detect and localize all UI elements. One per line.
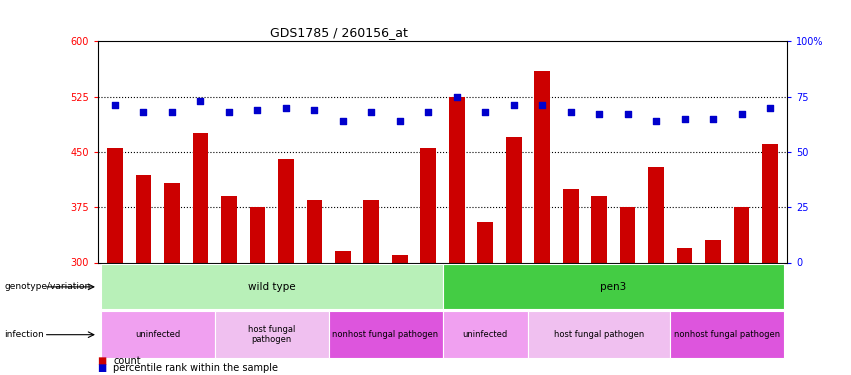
Bar [505,137,522,262]
Bar [705,240,721,262]
Bar [734,207,750,262]
Bar [762,144,778,262]
Point [763,105,777,111]
Text: ■: ■ [98,363,111,373]
Point [535,102,549,108]
Point [507,102,521,108]
Bar [591,196,607,262]
Bar [477,222,493,262]
Point [592,111,606,117]
Text: pen3: pen3 [600,282,626,292]
Bar [249,207,266,262]
Point [137,109,151,115]
Bar [278,159,294,262]
Text: nonhost fungal pathogen: nonhost fungal pathogen [333,330,438,339]
Point [279,105,293,111]
Bar [221,196,237,262]
Point [108,102,122,108]
Point [478,109,492,115]
Point [450,93,464,99]
Text: ■: ■ [98,356,111,366]
Text: count: count [113,356,140,366]
Point [564,109,578,115]
Bar [306,200,323,262]
Bar [648,166,664,262]
Text: genotype/variation: genotype/variation [4,282,90,291]
Bar [164,183,180,262]
Point [165,109,179,115]
Point [649,118,663,124]
Text: host fungal pathogen: host fungal pathogen [554,330,644,339]
Bar [420,148,436,262]
Bar [443,264,785,309]
Point [621,111,635,117]
Text: wild type: wild type [248,282,295,292]
Point [734,111,748,117]
Bar [328,311,443,358]
Bar [100,311,214,358]
Bar [135,176,151,262]
Text: host fungal
pathogen: host fungal pathogen [248,325,295,344]
Bar [563,189,579,262]
Point [706,116,720,122]
Text: uninfected: uninfected [135,330,180,339]
Text: uninfected: uninfected [463,330,508,339]
Text: percentile rank within the sample: percentile rank within the sample [113,363,278,373]
Point [393,118,407,124]
Bar [620,207,636,262]
Point [307,107,321,113]
Point [250,107,264,113]
Point [421,109,435,115]
Bar [192,134,208,262]
Title: GDS1785 / 260156_at: GDS1785 / 260156_at [270,26,408,39]
Text: infection: infection [4,330,44,339]
Bar [107,148,123,262]
Point [364,109,378,115]
Bar [443,311,528,358]
Bar [363,200,380,262]
Bar [528,311,671,358]
Point [222,109,236,115]
Bar [392,255,408,262]
Text: nonhost fungal pathogen: nonhost fungal pathogen [674,330,780,339]
Bar [449,96,465,262]
Bar [677,248,693,262]
Bar [671,311,785,358]
Bar [534,71,550,262]
Point [678,116,692,122]
Bar [335,251,351,262]
Bar [214,311,328,358]
Point [193,98,207,104]
Bar [100,264,443,309]
Point [336,118,350,124]
